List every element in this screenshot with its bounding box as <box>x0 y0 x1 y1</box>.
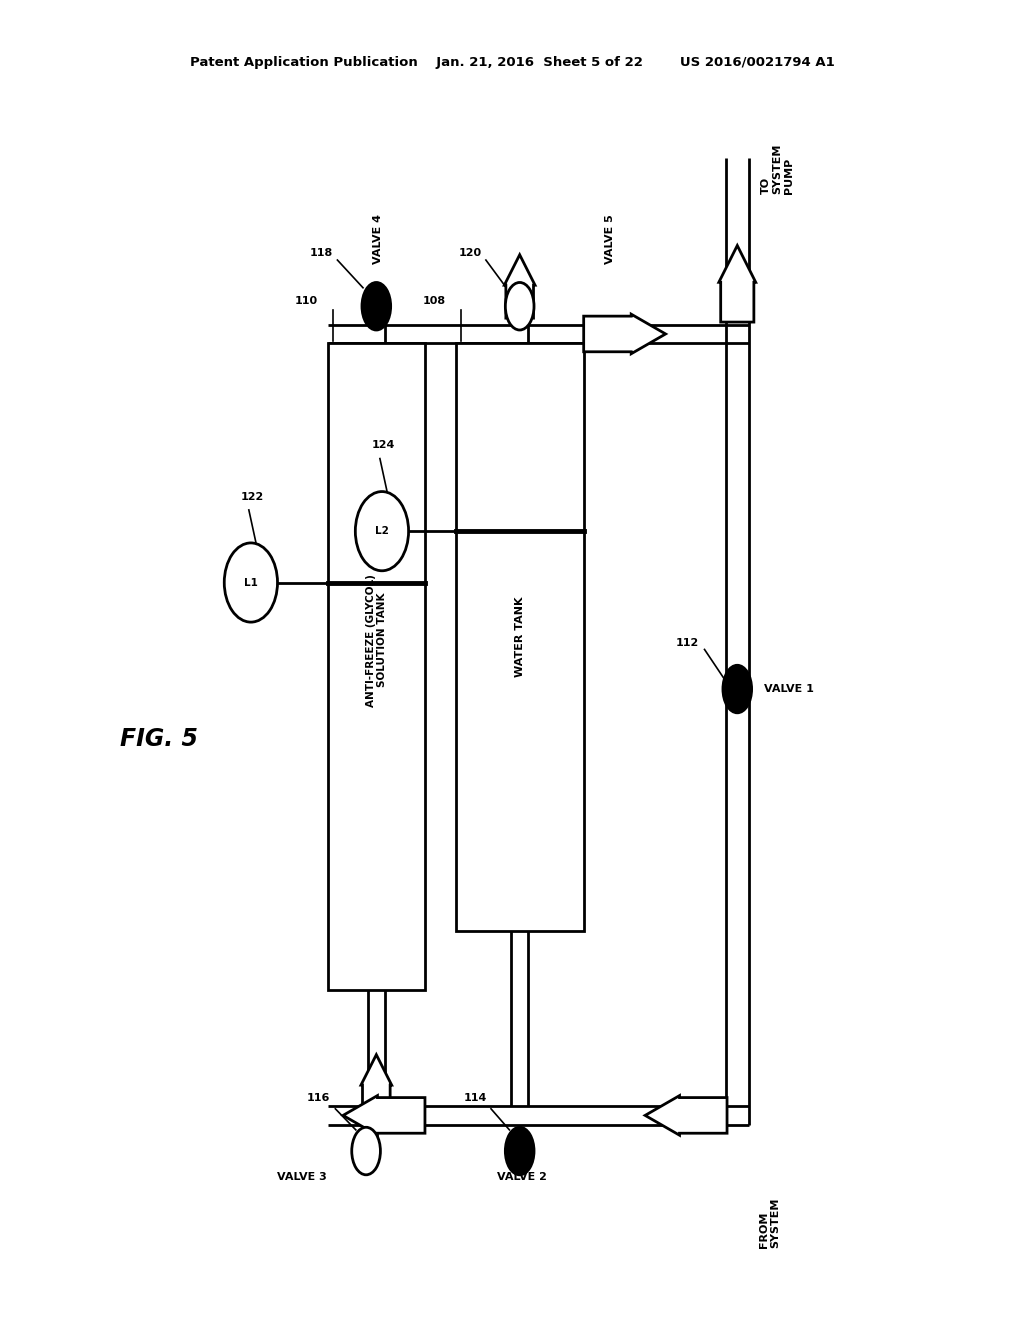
Ellipse shape <box>505 1127 535 1175</box>
Text: 108: 108 <box>422 296 445 306</box>
Text: VALVE 2: VALVE 2 <box>498 1172 547 1183</box>
Text: 122: 122 <box>241 492 264 502</box>
Polygon shape <box>360 1055 391 1118</box>
Text: 118: 118 <box>309 248 333 259</box>
Ellipse shape <box>362 282 391 330</box>
Ellipse shape <box>505 282 535 330</box>
Text: 112: 112 <box>676 638 699 648</box>
Text: TO
SYSTEM
PUMP: TO SYSTEM PUMP <box>761 144 794 194</box>
Text: L1: L1 <box>244 578 258 587</box>
Text: VALVE 5: VALVE 5 <box>605 214 615 264</box>
Text: 116: 116 <box>307 1093 330 1104</box>
Text: L2: L2 <box>375 527 389 536</box>
Text: WATER TANK: WATER TANK <box>515 597 524 677</box>
Ellipse shape <box>355 491 409 570</box>
Text: VALVE 1: VALVE 1 <box>764 684 814 694</box>
Text: ANTI-FREEZE (GLYCOL)
SOLUTION TANK: ANTI-FREEZE (GLYCOL) SOLUTION TANK <box>366 574 387 706</box>
Text: 110: 110 <box>294 296 317 306</box>
Ellipse shape <box>723 665 752 713</box>
Polygon shape <box>584 314 666 354</box>
Polygon shape <box>343 1096 425 1135</box>
Text: Patent Application Publication    Jan. 21, 2016  Sheet 5 of 22        US 2016/00: Patent Application Publication Jan. 21, … <box>189 55 835 69</box>
Text: VALVE 3: VALVE 3 <box>278 1172 327 1183</box>
Text: VALVE 4: VALVE 4 <box>374 214 383 264</box>
Bar <box>456 343 584 931</box>
Bar <box>328 343 425 990</box>
Polygon shape <box>645 1096 727 1135</box>
Ellipse shape <box>224 543 278 622</box>
Text: FIG. 5: FIG. 5 <box>120 727 198 751</box>
Text: FROM
SYSTEM: FROM SYSTEM <box>759 1197 780 1247</box>
Text: 124: 124 <box>372 441 395 450</box>
Polygon shape <box>719 246 756 322</box>
Text: 114: 114 <box>463 1093 486 1104</box>
Ellipse shape <box>352 1127 381 1175</box>
Text: 120: 120 <box>458 248 481 259</box>
Polygon shape <box>504 255 535 318</box>
